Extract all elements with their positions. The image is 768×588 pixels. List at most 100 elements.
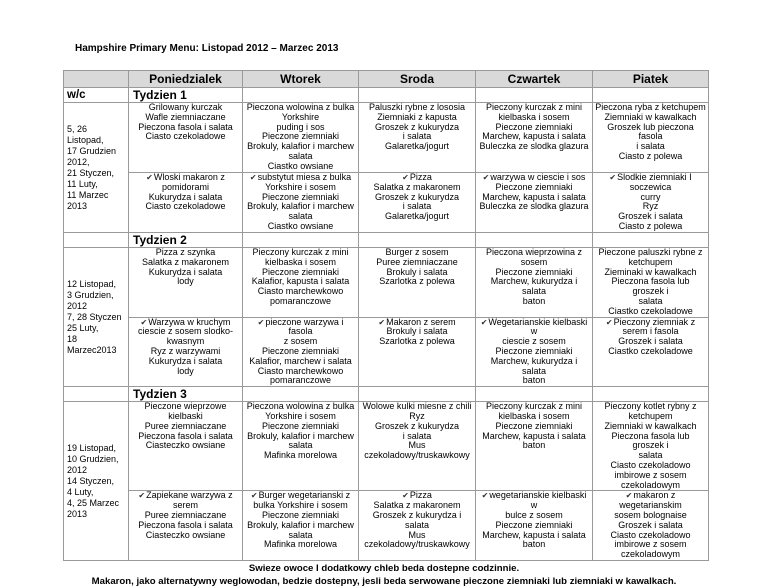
check-mark-icon: ✔ [250, 491, 258, 501]
meal-text: Wloski makaron z pomidorami Kukurydza i … [145, 172, 226, 212]
meal-text: Pieczone wieprzowe kielbaski Puree ziemn… [138, 401, 233, 451]
check-mark-icon: ✔ [480, 317, 488, 327]
check-mark-icon: ✔ [378, 317, 386, 327]
meal-text: Warzywa w kruchym ciescie z sosem slodko… [137, 316, 234, 376]
meal-cell-friday: Pieczone paluszki rybne z ketchupem Ziem… [592, 247, 709, 318]
meal-cell-monday: ✔Warzywa w kruchym ciescie z sosem slodk… [128, 316, 243, 388]
meal-text: Pizza z szynka Salatka z makaronem Kukur… [141, 247, 230, 287]
meal-cell-wednesday: Paluszki rybne z lososia Ziemniaki z kap… [358, 102, 476, 173]
meal-cell-wednesday: Wolowe kulki miesne z chili Ryz Groszek … [358, 401, 476, 492]
check-mark-icon: ✔ [249, 173, 257, 182]
check-mark-icon: ✔ [146, 173, 153, 182]
meal-text: warzywa w ciescie i sos Pieczone ziemnia… [479, 172, 589, 212]
meal-text: Pizza Salatka z makaronem Groszek z kuku… [373, 172, 461, 222]
page: Hampshire Primary Menu: Listopad 2012 – … [0, 43, 768, 588]
meal-cell-thursday: Pieczona wieprzowina z sosem Pieczone zi… [475, 247, 593, 318]
week-dates: 19 Listopad, 10 Grudzien, 2012 14 Stycze… [63, 401, 129, 561]
meal-text: Burger wegetarianski z bulka Yorkshire i… [247, 490, 354, 550]
header-wednesday: Sroda [358, 70, 476, 88]
meal-text: Pieczony ziemniak z serem i fasola Grosz… [608, 316, 696, 356]
check-mark-icon: ✔ [138, 491, 146, 501]
meal-cell-tuesday: Pieczony kurczak z mini kielbaska i sose… [242, 247, 359, 318]
meal-text: Pieczony kurczak z mini kielbaska i sose… [251, 247, 350, 306]
meal-cell-friday: ✔Pieczony ziemniak z serem i fasola Gros… [592, 316, 709, 388]
check-mark-icon: ✔ [402, 173, 409, 182]
meal-row-vegetarian: ✔Zapiekane warzywa z serem Puree ziemnia… [64, 490, 709, 561]
meal-text: Pieczona wieprzowina z sosem Pieczone zi… [485, 247, 583, 306]
page-title: Hampshire Primary Menu: Listopad 2012 – … [75, 43, 339, 54]
week-label-blank [358, 386, 476, 403]
meal-cell-friday: Pieczona ryba z ketchupem Ziemniaki w ka… [592, 102, 709, 173]
week-label: Tydzien 2 [128, 232, 243, 248]
meal-cell-tuesday: Pieczona wolowina z bulka Yorkshire pudi… [242, 102, 359, 173]
meal-text: Pieczony kurczak z mini kielbaska i sose… [479, 102, 589, 152]
check-mark-icon: ✔ [257, 317, 265, 327]
week-label-blank [242, 87, 359, 103]
meal-text: Pieczona wolowina z bulka Yorkshire pudi… [246, 102, 355, 171]
meal-text: pieczone warzywa i fasola z sosem Pieczo… [249, 316, 352, 386]
check-mark-icon: ✔ [402, 491, 409, 501]
meal-cell-thursday: ✔Wegetarianskie kielbaski w ciescie z so… [475, 316, 593, 388]
week-label-blank [592, 232, 709, 248]
meal-text: Pieczony kurczak z mini kielbaska i sose… [482, 401, 586, 451]
week-label-row: w/c Tydzien 1 [63, 87, 709, 103]
week-label-row: Tydzien 3 [63, 386, 709, 403]
week-dates: 12 Listopad, 3 Grudzien, 2012 7, 28 Styc… [63, 246, 129, 388]
footer-note-fruit: Swieze owoce I dodatkowy chleb beda dost… [248, 562, 520, 574]
week-label-blank [592, 87, 709, 103]
meal-cell-tuesday: ✔Burger wegetarianski z bulka Yorkshire … [242, 490, 359, 561]
meal-text: Makaron z serem Brokuly i salata Szarlot… [379, 316, 456, 347]
week-label-row: Tydzien 2 [63, 232, 709, 248]
meal-text: Wegetarianskie kielbaski w ciescie z sos… [488, 316, 588, 386]
week-dates: 5, 26 Listopad, 17 Grudzien 2012, 21 Sty… [63, 102, 129, 233]
week-label-blank [475, 232, 593, 248]
footer-note-pasta: Makaron, jako alternatywny weglowodan, b… [91, 575, 677, 587]
menu-table: Poniedzialek Wtorek Sroda Czwartek Piate… [63, 70, 709, 561]
meal-row-main: 12 Listopad, 3 Grudzien, 2012 7, 28 Styc… [63, 246, 709, 388]
meal-text: Pizza Salatka z makaronem Groszek z kuku… [364, 490, 470, 550]
meal-cell-tuesday: Pieczona wolowina z bulka Yorkshire i so… [242, 401, 359, 492]
meal-cell-tuesday: ✔substytut miesa z bulka Yorkshire i sos… [242, 172, 359, 233]
meal-text: Zapiekane warzywa z serem Puree ziemniac… [138, 490, 233, 540]
check-mark-icon: ✔ [609, 173, 617, 182]
meal-text: Pieczona ryba z ketchupem Ziemniaki w ka… [595, 102, 706, 161]
week-blank [63, 232, 129, 248]
meal-text: Wolowe kulki miesne z chili Ryz Groszek … [362, 401, 472, 461]
header-monday: Poniedzialek [128, 70, 243, 88]
check-mark-icon: ✔ [605, 317, 613, 327]
week-label: Tydzien 1 [128, 87, 243, 103]
meal-text: Burger z sosem Puree ziemniaczane Brokul… [376, 247, 458, 287]
meal-cell-thursday: ✔wegetarianskie kielbaski w bulce z sose… [475, 490, 593, 561]
meal-text: Paluszki rybne z lososia Ziemniaki z kap… [368, 102, 466, 152]
meal-text: Pieczone paluszki rybne z ketchupem Ziem… [598, 247, 703, 316]
week-label-blank [592, 386, 709, 403]
meal-cell-tuesday: ✔pieczone warzywa i fasola z sosem Piecz… [242, 316, 359, 388]
week-label-blank [242, 232, 359, 248]
meal-row-main: 5, 26 Listopad, 17 Grudzien 2012, 21 Sty… [63, 102, 709, 233]
week-label-blank [475, 87, 593, 103]
check-mark-icon: ✔ [481, 491, 489, 501]
meal-row-main: 19 Listopad, 10 Grudzien, 2012 14 Stycze… [63, 401, 709, 561]
meal-cell-thursday: Pieczony kurczak z mini kielbaska i sose… [475, 401, 593, 492]
header-friday: Piatek [592, 70, 709, 88]
meal-cell-monday: Grilowany kurczak Wafle ziemniaczane Pie… [128, 102, 243, 173]
meal-cell-wednesday: Burger z sosem Puree ziemniaczane Brokul… [358, 247, 476, 318]
meal-cell-wednesday: ✔Pizza Salatka z makaronem Groszek z kuk… [358, 490, 476, 561]
week-commencing-label: w/c [63, 87, 129, 103]
meal-cell-friday: Pieczony kotlet rybny z ketchupem Ziemni… [592, 401, 709, 492]
check-mark-icon: ✔ [625, 491, 633, 501]
meal-cell-monday: ✔Zapiekane warzywa z serem Puree ziemnia… [128, 490, 243, 561]
meal-row-vegetarian: ✔Warzywa w kruchym ciescie z sosem slodk… [64, 316, 709, 388]
check-mark-icon: ✔ [482, 173, 490, 182]
week-label-blank [358, 87, 476, 103]
header-thursday: Czwartek [475, 70, 593, 88]
check-mark-icon: ✔ [140, 317, 148, 327]
meal-cell-friday: ✔Slodkie ziemniaki I soczewica curry Ryz… [592, 172, 709, 233]
meal-cell-monday: Pieczone wieprzowe kielbaski Puree ziemn… [128, 401, 243, 492]
week-blank [63, 386, 129, 403]
header-blank [63, 70, 129, 88]
header-tuesday: Wtorek [242, 70, 359, 88]
meal-cell-wednesday: ✔Pizza Salatka z makaronem Groszek z kuk… [358, 172, 476, 233]
meal-cell-wednesday: ✔Makaron z serem Brokuly i salata Szarlo… [358, 316, 476, 388]
meal-text: Pieczony kotlet rybny z ketchupem Ziemni… [604, 401, 697, 490]
